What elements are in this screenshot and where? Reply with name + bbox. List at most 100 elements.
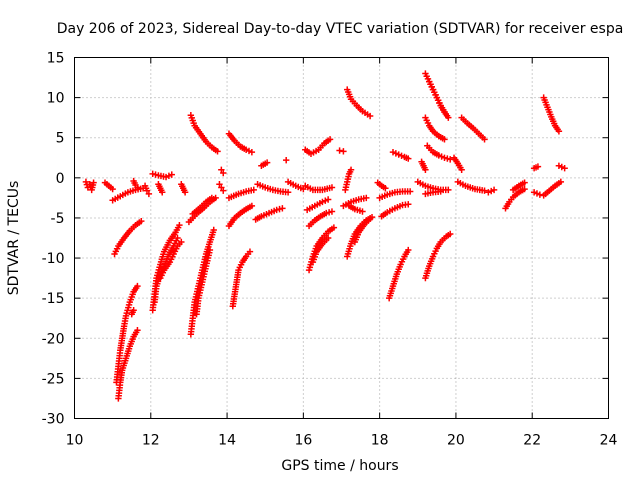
data-point — [143, 187, 151, 194]
series-arc-25 — [225, 202, 256, 230]
chart-title: Day 206 of 2023, Sidereal Day-to-day VTE… — [57, 21, 624, 37]
data-point — [366, 215, 374, 222]
series-arc-47 — [378, 201, 412, 220]
y-tick-label: 5 — [56, 131, 65, 147]
series-arc-20 — [187, 112, 221, 155]
series-arc-64 — [530, 163, 542, 172]
data-point — [178, 238, 185, 246]
data-point — [174, 234, 181, 242]
series-arc-42 — [345, 202, 366, 215]
series-arc-37 — [309, 234, 332, 266]
data-point — [405, 201, 412, 208]
series-arc-45 — [374, 179, 389, 192]
series-arc-56 — [424, 142, 454, 163]
data-point — [481, 187, 488, 194]
data-point — [138, 217, 145, 225]
x-tick-label: 24 — [600, 433, 618, 449]
y-tick-label: 15 — [47, 51, 65, 67]
data-point — [366, 112, 374, 120]
data-point — [134, 184, 141, 191]
series-arc-62 — [502, 185, 528, 212]
series-arc-09 — [128, 307, 137, 318]
data-point — [248, 148, 256, 156]
y-axis-label: SDTVAR / TECUs — [6, 181, 22, 296]
data-point — [216, 181, 223, 188]
x-tick-label: 18 — [371, 433, 389, 449]
series-arc-39 — [344, 86, 374, 120]
y-tick-label: -30 — [42, 412, 65, 428]
data-point — [145, 190, 153, 198]
x-tick-label: 12 — [142, 433, 160, 449]
x-tick-label: 10 — [66, 433, 84, 449]
series-arc-61 — [485, 186, 498, 196]
data-point — [214, 148, 221, 155]
data-point — [445, 114, 452, 121]
series-arc-57 — [422, 230, 454, 282]
series-arc-34 — [303, 196, 332, 214]
data-point — [218, 184, 225, 191]
series-arc-05 — [141, 182, 153, 198]
series-arc-54 — [426, 78, 448, 116]
series-arc-58 — [450, 154, 465, 174]
x-tick-labels: 10 12 14 16 18 20 22 24 — [66, 433, 618, 449]
data-point — [134, 282, 141, 290]
data-series — [82, 70, 568, 402]
y-tick-label: -25 — [42, 371, 65, 387]
series-arc-66 — [540, 94, 563, 135]
data-point — [246, 248, 254, 255]
series-arc-40 — [342, 166, 355, 194]
data-point — [481, 136, 488, 143]
data-point — [248, 202, 256, 210]
series-arc-50 — [418, 158, 429, 174]
data-point — [555, 128, 563, 135]
series-arc-49 — [389, 148, 412, 162]
data-point — [347, 166, 355, 174]
series-arc-10 — [149, 170, 175, 181]
series-arc-30 — [252, 205, 286, 223]
data-point — [324, 196, 332, 203]
grid — [74, 57, 609, 419]
y-tick-label: -5 — [51, 211, 65, 227]
data-point — [340, 148, 347, 155]
data-point — [206, 246, 214, 254]
series-arc-38 — [336, 147, 347, 155]
series-arc-26 — [229, 248, 254, 310]
series-arc-08 — [115, 327, 141, 402]
data-point — [109, 185, 116, 193]
series-arc-63 — [509, 179, 528, 194]
series-arc-17 — [189, 194, 216, 218]
series-arc-55 — [422, 114, 448, 143]
x-tick-label: 16 — [294, 433, 312, 449]
data-point — [359, 208, 366, 215]
data-point — [445, 186, 452, 194]
data-point — [134, 327, 141, 334]
x-axis-label: GPS time / hours — [281, 458, 398, 474]
data-point — [250, 186, 257, 194]
data-point — [176, 221, 183, 229]
data-point — [284, 189, 292, 196]
data-point — [90, 179, 97, 186]
data-point — [441, 136, 448, 143]
data-point — [263, 159, 271, 166]
data-point — [324, 234, 332, 242]
data-point — [521, 179, 528, 186]
series-arc-46 — [376, 188, 414, 202]
data-point — [130, 307, 137, 314]
series-arc-03 — [109, 185, 147, 204]
y-tick-label: 0 — [56, 171, 65, 187]
data-point — [208, 194, 216, 202]
data-point — [363, 194, 370, 202]
data-point — [437, 188, 444, 195]
series-arc-22 — [216, 181, 227, 194]
series-arc-36 — [305, 224, 338, 274]
data-point — [326, 136, 334, 143]
x-tick-label: 22 — [523, 433, 541, 449]
axis-ticks — [74, 57, 609, 419]
data-point — [300, 185, 307, 193]
series-arc-27 — [258, 159, 271, 169]
data-point — [159, 189, 166, 196]
data-point — [447, 230, 454, 238]
series-arc-68 — [555, 162, 568, 172]
series-arc-67 — [540, 178, 565, 199]
